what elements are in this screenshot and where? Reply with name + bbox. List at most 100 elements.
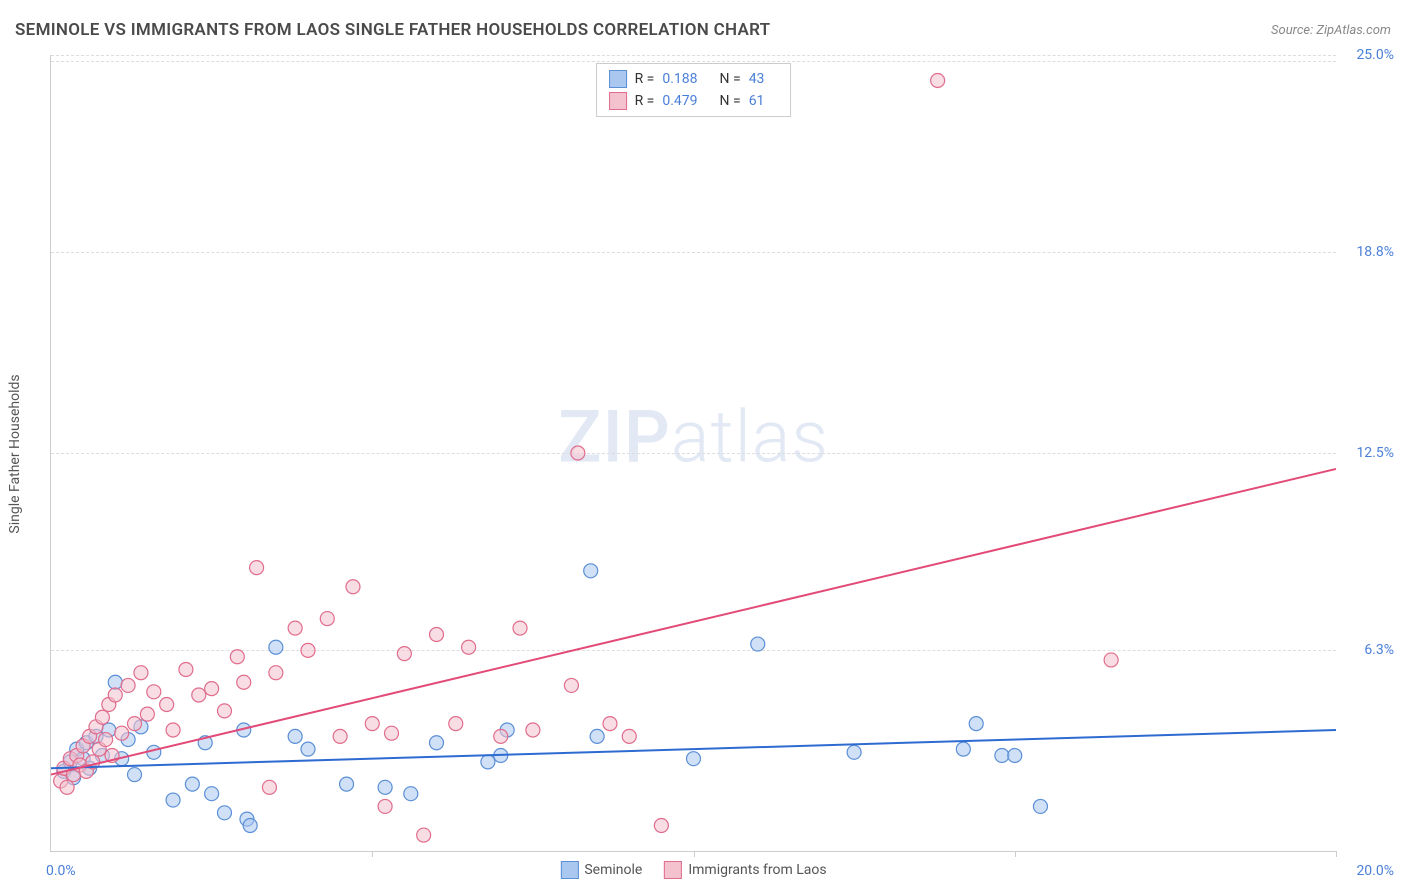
data-point — [250, 561, 264, 575]
swatch-series-2 — [609, 92, 627, 110]
legend-label-1: Seminole — [584, 862, 642, 878]
data-point — [526, 723, 540, 737]
data-point — [378, 780, 392, 794]
data-point — [99, 733, 113, 747]
source-label: Source: ZipAtlas.com — [1271, 23, 1391, 38]
data-point — [404, 787, 418, 801]
chart-title: SEMINOLE VS IMMIGRANTS FROM LAOS SINGLE … — [15, 20, 770, 40]
r-value-1: 0.188 — [662, 71, 697, 87]
data-point — [301, 643, 315, 657]
r-label: R = — [635, 71, 655, 87]
data-point — [1104, 653, 1118, 667]
data-point — [185, 777, 199, 791]
data-point — [128, 768, 142, 782]
stats-row-1: R = 0.188 N = 43 — [609, 68, 779, 90]
data-point — [301, 742, 315, 756]
data-point — [417, 828, 431, 842]
data-point — [128, 717, 142, 731]
data-point — [584, 564, 598, 578]
data-point — [494, 729, 508, 743]
data-point — [969, 717, 983, 731]
data-point — [160, 698, 174, 712]
data-point — [513, 621, 527, 635]
y-tick-label: 6.3% — [1364, 642, 1394, 658]
scatter-chart: ZIPatlas 6.3%12.5%18.8%25.0% 0.0% 20.0% … — [50, 55, 1336, 852]
trend-line — [51, 469, 1336, 775]
data-point — [481, 755, 495, 769]
data-point — [108, 688, 122, 702]
swatch-series-1 — [560, 861, 578, 879]
data-point — [346, 580, 360, 594]
n-value-1: 43 — [749, 71, 765, 87]
data-point — [115, 726, 129, 740]
data-point — [179, 663, 193, 677]
data-point — [378, 799, 392, 813]
data-point — [397, 647, 411, 661]
data-point — [995, 748, 1009, 762]
data-point — [931, 73, 945, 87]
data-point — [751, 637, 765, 651]
data-point — [60, 780, 74, 794]
data-point — [1008, 748, 1022, 762]
r-label: R = — [635, 93, 655, 109]
data-point — [340, 777, 354, 791]
stats-row-2: R = 0.479 N = 61 — [609, 90, 779, 112]
legend-item-2: Immigrants from Laos — [664, 861, 826, 879]
data-point — [205, 682, 219, 696]
data-point — [622, 729, 636, 743]
data-point — [217, 806, 231, 820]
data-point — [192, 688, 206, 702]
data-point — [166, 793, 180, 807]
data-point — [571, 446, 585, 460]
data-point — [288, 729, 302, 743]
data-point — [269, 666, 283, 680]
data-point — [205, 787, 219, 801]
data-point — [237, 675, 251, 689]
data-point — [1033, 799, 1047, 813]
swatch-series-1 — [609, 70, 627, 88]
data-point — [243, 819, 257, 833]
data-point — [449, 717, 463, 731]
data-point — [956, 742, 970, 756]
data-point — [603, 717, 617, 731]
data-point — [108, 675, 122, 689]
y-tick-label: 25.0% — [1356, 47, 1394, 63]
data-point — [147, 685, 161, 699]
data-point — [140, 707, 154, 721]
data-point — [166, 723, 180, 737]
stats-legend: R = 0.188 N = 43 R = 0.479 N = 61 — [596, 63, 792, 117]
data-point — [217, 704, 231, 718]
legend-item-1: Seminole — [560, 861, 642, 879]
series-legend: Seminole Immigrants from Laos — [560, 861, 826, 879]
data-point — [430, 736, 444, 750]
n-label: N = — [720, 71, 741, 87]
data-point — [654, 819, 668, 833]
data-point — [462, 640, 476, 654]
plot-svg — [51, 55, 1336, 851]
data-point — [121, 678, 135, 692]
data-point — [687, 752, 701, 766]
data-point — [262, 780, 276, 794]
r-value-2: 0.479 — [662, 93, 697, 109]
data-point — [269, 640, 283, 654]
y-tick-label: 18.8% — [1356, 244, 1394, 260]
data-point — [590, 729, 604, 743]
y-axis-label: Single Father Households — [7, 374, 23, 533]
swatch-series-2 — [664, 861, 682, 879]
data-point — [365, 717, 379, 731]
n-label: N = — [720, 93, 741, 109]
data-point — [95, 710, 109, 724]
x-axis-max-label: 20.0% — [1356, 863, 1394, 879]
chart-header: SEMINOLE VS IMMIGRANTS FROM LAOS SINGLE … — [15, 20, 1391, 40]
data-point — [430, 627, 444, 641]
legend-label-2: Immigrants from Laos — [688, 862, 826, 878]
x-axis-min-label: 0.0% — [46, 863, 76, 879]
data-point — [564, 678, 578, 692]
y-tick-label: 12.5% — [1356, 445, 1394, 461]
data-point — [385, 726, 399, 740]
data-point — [320, 612, 334, 626]
data-point — [134, 666, 148, 680]
data-point — [847, 745, 861, 759]
data-point — [288, 621, 302, 635]
data-point — [333, 729, 347, 743]
